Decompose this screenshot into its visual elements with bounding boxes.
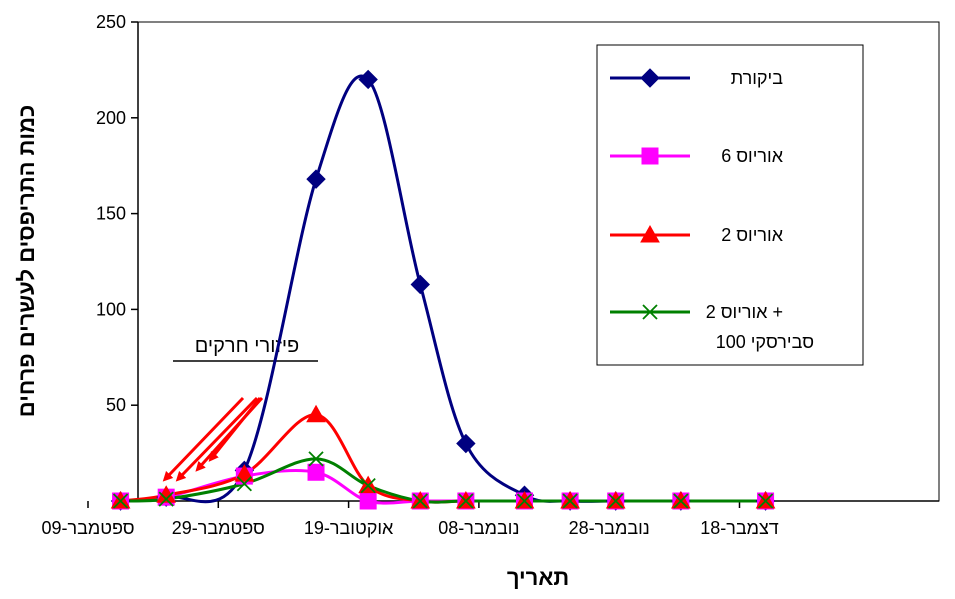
data-point-x (516, 493, 533, 509)
y-axis-ticks: 050100150200250 (96, 12, 138, 511)
series-markers (110, 69, 776, 511)
data-point-x (360, 478, 376, 494)
y-tick-label: 100 (96, 299, 126, 319)
data-point-x (673, 493, 689, 509)
x-axis-ticks: 09-ספטמבר 29-ספטמבר 19-אוקטובר 08-נובמבר 28-… (41, 501, 779, 538)
data-point-x (412, 493, 428, 509)
data-point-x (757, 493, 774, 509)
legend-label: אוריוס 6 (721, 146, 783, 166)
x-tick-label: 19-אוקטובר (304, 518, 394, 538)
legend-label: אוריוס 2 (721, 225, 783, 245)
data-point-x (112, 493, 129, 509)
data-point-x (308, 451, 324, 467)
y-tick-label: 200 (96, 108, 126, 128)
y-axis-title: כמות התריפסים לעשרים פרחים (14, 105, 39, 417)
y-tick-label: 250 (96, 12, 126, 32)
release-arrow (175, 396, 259, 482)
x-tick-label: 09-ספטמבר (41, 518, 134, 538)
data-point-x (458, 493, 474, 509)
data-point-x (236, 476, 252, 492)
legend-label-line2: סבירסקי 100 (716, 332, 814, 352)
x-tick-label: 29-ספטמבר (172, 518, 265, 538)
data-point-x (608, 493, 624, 509)
data-point-square (359, 492, 377, 510)
insect-release-annotation: פיזורי חרקים (162, 335, 318, 482)
legend-label: אוריוס 2 + (706, 302, 783, 322)
y-tick-label: 50 (106, 395, 126, 415)
legend-label: ביקורת (731, 68, 783, 88)
data-point-diamond (410, 274, 430, 295)
data-point-diamond (456, 433, 476, 454)
series-line-4 (120, 457, 766, 504)
legend-marker-triangle (640, 224, 660, 243)
release-arrow (208, 397, 262, 462)
release-arrow (162, 396, 245, 482)
x-tick-label: 08-נובמבר (438, 518, 519, 538)
x-axis-title: תאריך (507, 565, 569, 590)
data-point-diamond (358, 69, 378, 90)
legend-marker-diamond (640, 68, 660, 88)
data-point-x (562, 493, 578, 509)
legend: ביקורת אוריוס 6 אוריוס 2 אוריוס 2 + סבירסקי … (596, 44, 864, 366)
x-tick-label: 28-נובמבר (569, 518, 650, 538)
legend-marker-square (641, 147, 659, 165)
data-point-triangle (234, 464, 255, 482)
annotation-label: פיזורי חרקים (195, 335, 300, 357)
data-point-x (158, 491, 174, 507)
y-tick-label: 150 (96, 204, 126, 224)
data-point-diamond (306, 169, 326, 189)
legend-marker-x (642, 304, 658, 320)
data-point-square (307, 463, 325, 481)
data-point-triangle (306, 404, 326, 423)
x-tick-label: 18-דצמבר (700, 518, 779, 538)
